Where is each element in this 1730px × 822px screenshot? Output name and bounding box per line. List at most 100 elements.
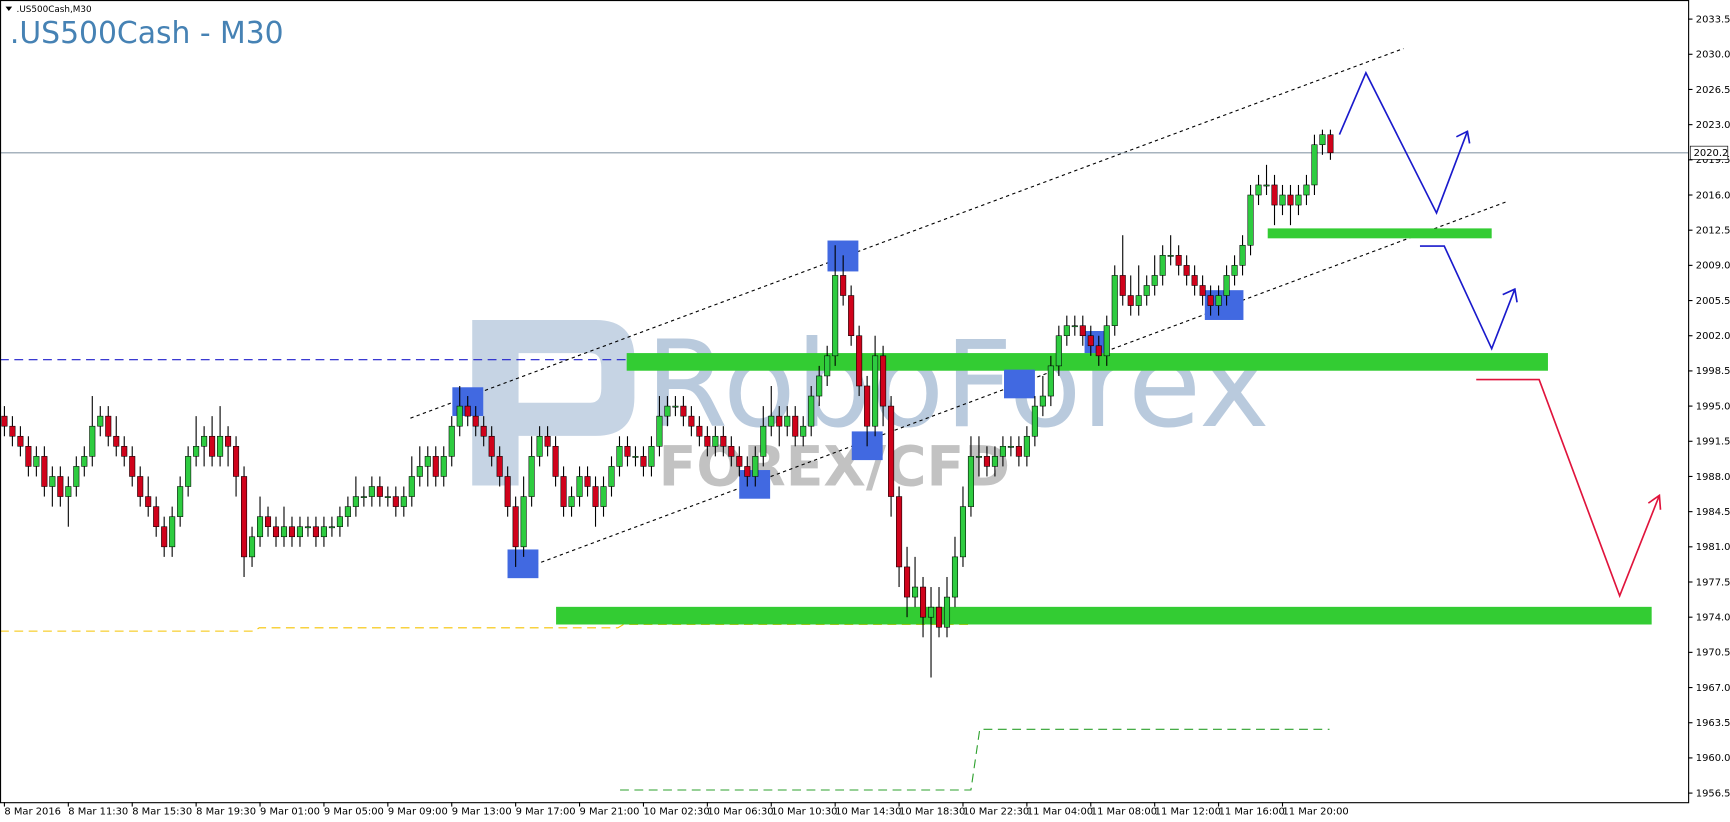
candle-body [121, 446, 128, 457]
candle-body [1255, 184, 1262, 196]
y-tick-label: 1988.0 [1696, 472, 1730, 483]
candle-body [312, 526, 319, 538]
candle-body [800, 425, 807, 437]
arrow-head [1502, 287, 1518, 303]
candle-body [41, 456, 48, 487]
candle-body [920, 586, 927, 618]
candle-body [161, 526, 168, 548]
candle-body [792, 415, 799, 437]
candle-body [1279, 194, 1286, 206]
candle-body [536, 435, 543, 457]
x-tick-label: 10 Mar 06:30 [707, 806, 773, 817]
candle-body [864, 385, 871, 427]
x-tick-label: 11 Mar 12:00 [1155, 806, 1221, 817]
candle-body [185, 456, 192, 487]
watermark-tagline: FOREX/CFD [659, 435, 1010, 499]
y-tick-label: 2033.5 [1696, 14, 1730, 25]
candle-body [888, 405, 895, 497]
y-tick-label: 2019.5 [1696, 155, 1730, 166]
candle-body [1239, 244, 1246, 266]
candle-body [896, 496, 903, 568]
candle-body [17, 435, 24, 447]
y-tick-label: 2030.0 [1696, 50, 1730, 61]
candle-body [752, 456, 759, 477]
candle-body [392, 496, 399, 507]
candle-body [368, 486, 375, 497]
candle-body [9, 425, 16, 437]
candle-body [488, 435, 495, 457]
candle-body [432, 456, 439, 477]
candle-body [927, 606, 935, 618]
forecast-path [1476, 378, 1661, 599]
candle-body [1127, 295, 1134, 306]
candle-body [153, 506, 160, 527]
candle-body [736, 456, 743, 467]
candle-body [576, 476, 583, 497]
candle-body [288, 526, 296, 538]
candle-body [1, 415, 8, 427]
price-label: 2020.2 [1694, 148, 1729, 159]
candle-body [416, 466, 423, 477]
candle-body [113, 435, 120, 447]
candle-body [1207, 295, 1214, 306]
x-tick-label: 10 Mar 22:30 [963, 806, 1029, 817]
candle-body [424, 456, 431, 467]
x-tick-label: 8 Mar 11:30 [68, 806, 128, 817]
y-tick-label: 1970.5 [1696, 648, 1730, 659]
candle-body [217, 435, 224, 457]
candle-body [57, 476, 64, 497]
candle-body [25, 446, 32, 467]
candle-body [784, 415, 791, 427]
candle-body [448, 425, 455, 457]
y-tick-label: 1981.0 [1696, 542, 1730, 553]
y-tick-label: 1963.5 [1696, 718, 1730, 729]
candle-body [568, 496, 575, 507]
x-tick-label: 9 Mar 21:00 [580, 806, 640, 817]
support-zone [1267, 228, 1492, 239]
candle-body [225, 435, 232, 447]
candle-body [1287, 194, 1294, 206]
candle-body [456, 405, 463, 427]
candle-body [1087, 335, 1094, 347]
candle-body [145, 496, 152, 507]
candle-body [440, 456, 447, 477]
candle-body [1303, 184, 1310, 196]
y-tick-label: 2026.5 [1696, 85, 1730, 96]
candle-body [384, 496, 391, 498]
plot-frame [0, 0, 1690, 804]
y-tick-label: 2016.0 [1696, 190, 1730, 201]
candle-body [1071, 325, 1078, 328]
candle-body [648, 446, 655, 467]
candle-body [552, 446, 559, 477]
candle-body [1015, 446, 1022, 457]
candle-body [975, 456, 982, 458]
candle-body [1159, 255, 1166, 276]
y-tick-label: 1991.5 [1696, 437, 1730, 448]
candle-body [696, 425, 703, 437]
candle-body [320, 526, 327, 538]
candle-body [1199, 285, 1206, 296]
candle-body [1111, 275, 1118, 326]
candle-body [999, 446, 1006, 457]
candle-body [1055, 335, 1062, 367]
candle-body [512, 506, 519, 548]
x-tick-label: 9 Mar 09:00 [388, 806, 448, 817]
candle-body [496, 456, 503, 477]
candle-body [89, 425, 96, 457]
candle-body [1079, 325, 1086, 337]
candle-body [744, 466, 751, 477]
x-tick-label: 11 Mar 08:00 [1091, 806, 1157, 817]
candle-body [65, 486, 72, 497]
forecast [1338, 70, 1662, 599]
candle-body [264, 516, 272, 527]
candle-body [177, 486, 184, 517]
candle-body [1135, 295, 1142, 306]
candle-body [632, 456, 639, 458]
candle-body [193, 446, 200, 457]
candle-body [1039, 395, 1046, 407]
candle-body [967, 456, 974, 507]
candle-body [991, 456, 998, 467]
y-tick-label: 2012.5 [1696, 225, 1730, 236]
candle-body [720, 435, 727, 447]
